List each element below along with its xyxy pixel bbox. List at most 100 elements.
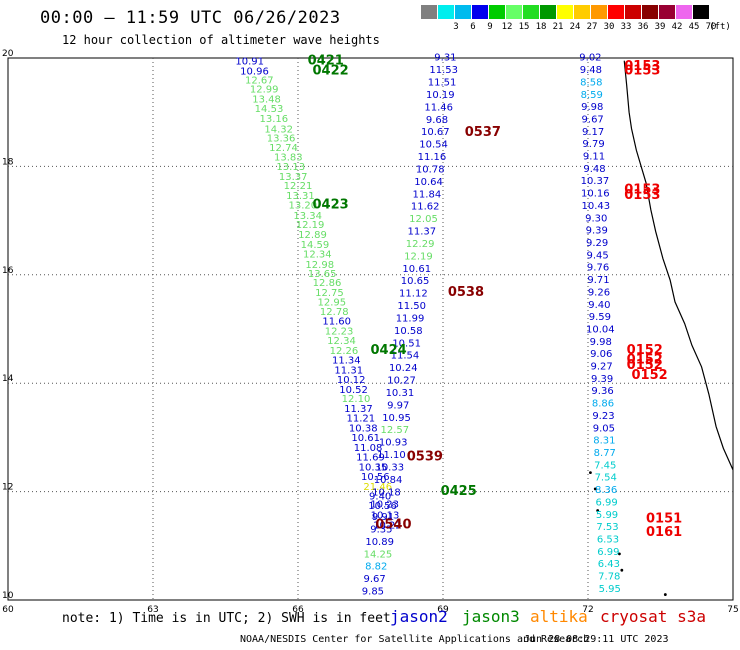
wave-height-value: 12.74 <box>269 143 298 154</box>
wave-height-value: 11.99 <box>396 313 425 324</box>
wave-height-value: 11.37 <box>407 227 436 238</box>
wave-height-value: 9.67 <box>363 574 385 585</box>
legend-label: 70 <box>705 22 717 32</box>
wave-height-value: 9.98 <box>590 337 612 348</box>
map-subtitle: 12 hour collection of altimeter wave hei… <box>62 33 380 47</box>
legend-label: 12 <box>501 22 513 32</box>
wave-height-value: 11.69 <box>356 453 385 464</box>
wave-height-value: 11.12 <box>399 289 428 300</box>
wave-height-value: 11.51 <box>428 78 457 89</box>
legend-label: 42 <box>671 22 683 32</box>
x-tick-label: 66 <box>292 605 304 615</box>
wave-height-value: 9.17 <box>582 127 604 138</box>
wave-height-value: 8.82 <box>365 562 387 573</box>
legend-label: 24 <box>569 22 581 32</box>
credit-line: NOAA/NESDIS Center for Satellite Applica… <box>240 634 590 645</box>
wave-height-value: 10.13 <box>371 511 400 522</box>
x-tick-label: 75 <box>727 605 738 615</box>
wave-height-value: 9.40 <box>369 492 391 503</box>
legend-swatch <box>523 5 539 19</box>
wave-height-value: 10.56 <box>361 472 390 483</box>
pass-time-label: 0422 <box>313 63 349 78</box>
wave-height-value: 12.95 <box>318 298 347 309</box>
wave-height-value: 10.31 <box>386 388 415 399</box>
wave-height-value: 12.23 <box>325 326 354 337</box>
legend-label: 9 <box>487 22 493 32</box>
wave-height-value: 7.78 <box>598 572 620 583</box>
wave-height-value: 11.16 <box>418 152 447 163</box>
wave-height-value: 11.37 <box>344 404 373 415</box>
legend-swatch <box>625 5 641 19</box>
x-tick-label: 63 <box>147 605 158 615</box>
wave-height-value: 11.62 <box>411 202 440 213</box>
coastline <box>623 60 734 471</box>
wave-height-value: 6.53 <box>597 534 619 545</box>
satellite-label-jason3: jason3 <box>462 607 520 626</box>
legend-swatch <box>591 5 607 19</box>
map-title: 00:00 – 11:59 UTC 06/26/2023 <box>40 8 341 28</box>
wave-height-value: 9.76 <box>587 263 609 274</box>
legend-swatch <box>489 5 505 19</box>
wave-height-value: 9.31 <box>434 53 456 64</box>
pass-time-label: 0538 <box>448 285 484 300</box>
island-dot <box>663 593 667 596</box>
wave-height-value: 13.13 <box>276 162 305 173</box>
wave-height-value: 10.96 <box>240 66 269 77</box>
wave-height-value: 8.31 <box>593 436 615 447</box>
wave-height-value: 8.59 <box>581 90 603 101</box>
satellite-label-jason2: jason2 <box>390 607 448 626</box>
wave-height-value: 10.23 <box>370 500 399 511</box>
y-tick-label: 18 <box>2 157 14 167</box>
wave-height-value: 10.89 <box>365 537 394 548</box>
wave-height-value: 12.05 <box>409 214 438 225</box>
legend-swatch <box>693 5 709 19</box>
wave-height-value: 9.48 <box>580 65 602 76</box>
y-tick-label: 20 <box>2 49 14 59</box>
wave-height-value: 11.34 <box>332 356 361 367</box>
wave-height-value: 5.99 <box>596 510 618 521</box>
wave-height-value: 9.45 <box>586 250 608 261</box>
pass-time-label: 0424 <box>371 343 407 358</box>
wave-height-value: 11.84 <box>413 189 442 200</box>
island-dot <box>593 487 597 491</box>
wave-height-value: 12.21 <box>284 181 313 192</box>
wave-height-value: 13.16 <box>260 114 289 125</box>
legend-swatch <box>472 5 488 19</box>
wave-height-value: 10.52 <box>339 385 368 396</box>
wave-height-value: 11.60 <box>322 317 351 328</box>
pass-time-label: 0151 <box>646 511 682 526</box>
wave-height-value: 12.26 <box>330 346 359 357</box>
wave-height-value: 12.78 <box>320 307 349 318</box>
wave-height-value: 11.31 <box>334 365 363 376</box>
wave-height-value: 11.10 <box>377 450 406 461</box>
wave-height-value: 9.67 <box>582 114 604 125</box>
pass-time-label: 0153 <box>624 188 660 203</box>
legend-unit: (ft) <box>709 22 731 32</box>
wave-height-value: 10.84 <box>374 475 403 486</box>
pass-time-label: 0152 <box>627 358 663 373</box>
wave-height-value: 10.51 <box>392 338 421 349</box>
legend-swatch <box>421 5 437 19</box>
wave-height-value: 8.86 <box>592 399 614 410</box>
legend-swatch <box>438 5 454 19</box>
wave-height-value: 9.06 <box>590 349 612 360</box>
wave-height-value: 10.64 <box>414 177 443 188</box>
wave-height-value: 9.35 <box>370 525 392 536</box>
legend-swatch <box>506 5 522 19</box>
legend-swatch <box>608 5 624 19</box>
wave-height-value: 11.08 <box>354 443 383 454</box>
wave-height-value: 9.11 <box>583 152 605 163</box>
legend-label: 21 <box>552 22 564 32</box>
wave-height-value: 13.65 <box>308 269 337 280</box>
wave-height-value: 13.83 <box>274 152 303 163</box>
wave-height-value: 10.04 <box>586 324 615 335</box>
pass-time-label: 0425 <box>441 484 477 499</box>
wave-height-value: 9.91 <box>372 512 394 523</box>
legend-label: 39 <box>654 22 666 32</box>
wave-height-value: 10.38 <box>349 423 378 434</box>
y-tick-label: 12 <box>2 483 13 493</box>
wave-height-value: 10.65 <box>401 276 430 287</box>
wave-height-value: 6.99 <box>595 497 617 508</box>
pass-time-label: 0153 <box>624 59 660 74</box>
wave-height-value: 9.05 <box>593 423 615 434</box>
